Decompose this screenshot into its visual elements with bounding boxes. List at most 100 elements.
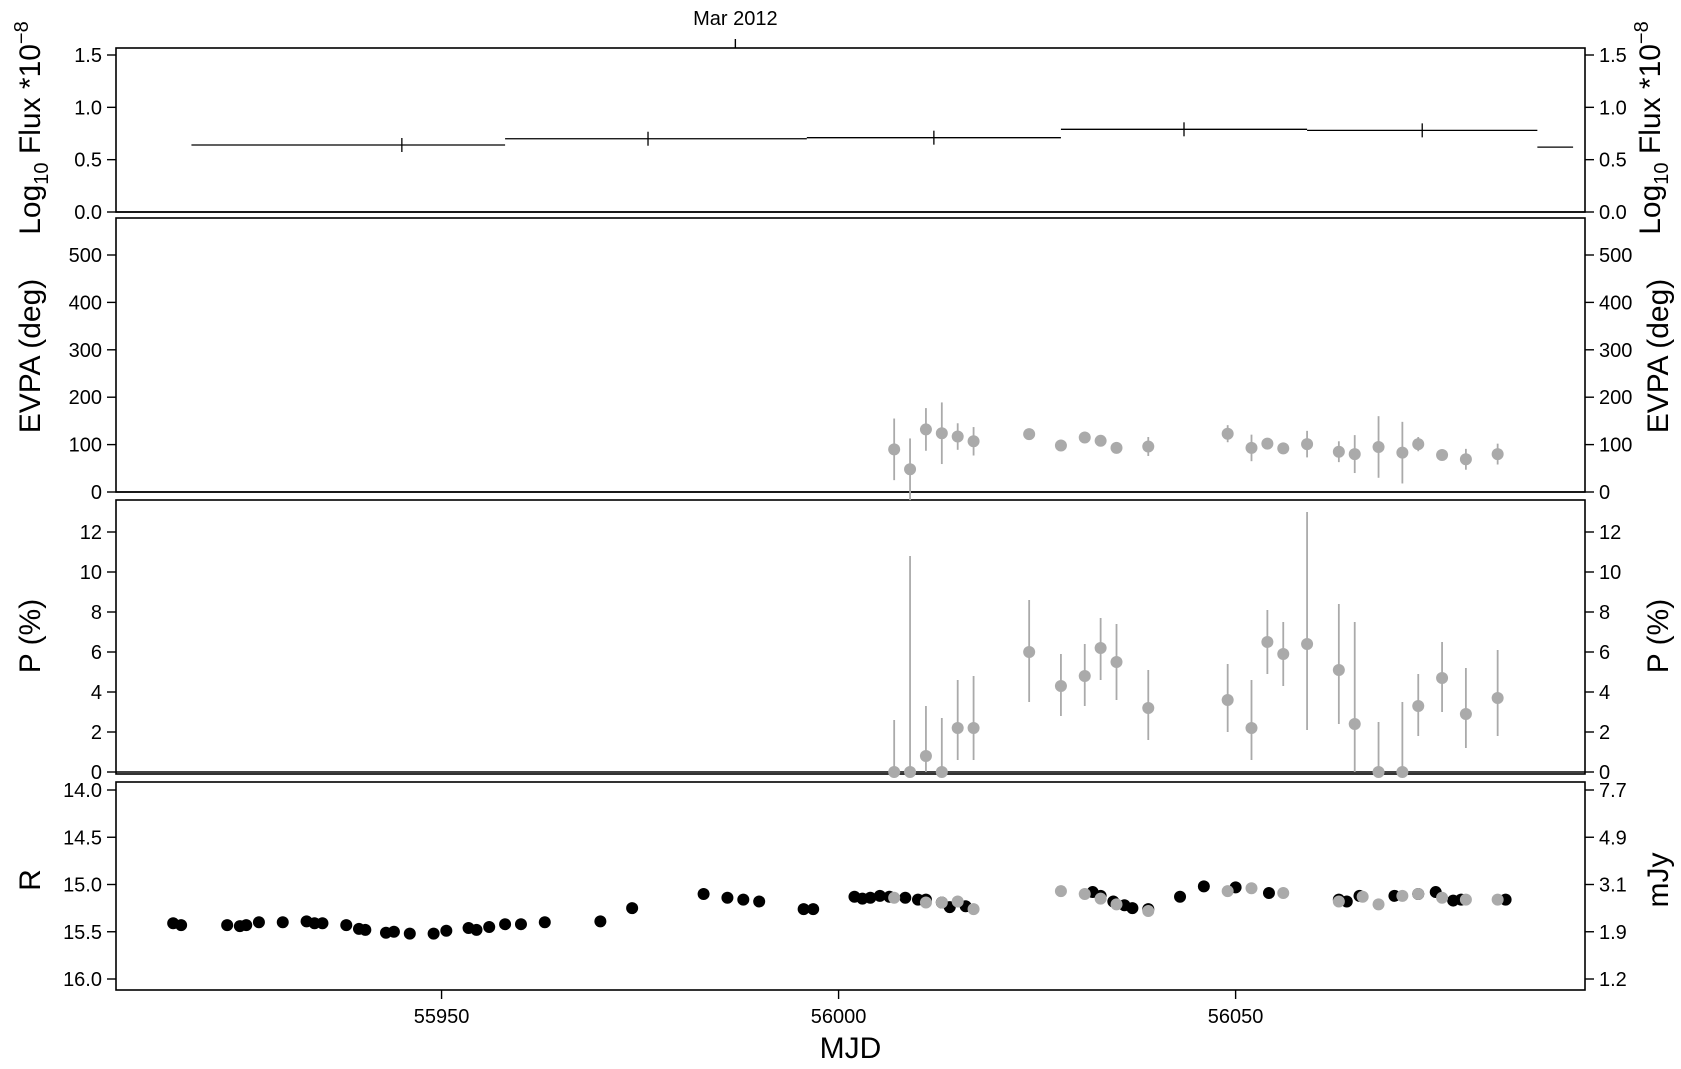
magnitude-point-gray bbox=[1245, 882, 1258, 895]
magnitude-point-black bbox=[440, 924, 453, 937]
polarization-point bbox=[1094, 642, 1107, 654]
y-tick-label-left: 0 bbox=[91, 762, 102, 784]
y-tick-label-right: 1.5 bbox=[1599, 45, 1627, 67]
magnitude-point-black bbox=[252, 916, 265, 929]
y-tick-label-left: 100 bbox=[69, 435, 102, 457]
magnitude-point-black bbox=[221, 919, 234, 932]
evpa-point bbox=[1110, 441, 1123, 454]
magnitude-point-gray bbox=[1332, 895, 1345, 908]
evpa-point bbox=[1261, 437, 1274, 450]
magnitude-point-gray bbox=[1142, 904, 1155, 917]
y-tick-label-right: 500 bbox=[1599, 245, 1632, 267]
magnitude-point-gray bbox=[919, 896, 932, 909]
evpa-point bbox=[1396, 446, 1409, 459]
magnitude-point-black bbox=[864, 891, 877, 904]
y-tick-label-right: 6 bbox=[1599, 642, 1610, 664]
magnitude-point-black bbox=[899, 891, 912, 904]
y-tick-label-left: 4 bbox=[91, 682, 102, 704]
polarization-point bbox=[1491, 692, 1504, 704]
magnitude-y-label-left: R bbox=[14, 869, 47, 891]
y-tick-label-left: 1.0 bbox=[74, 97, 102, 119]
y-tick-label-right: 1.2 bbox=[1599, 969, 1627, 991]
magnitude-point-black bbox=[359, 923, 372, 936]
y-tick-label-right: 300 bbox=[1599, 340, 1632, 362]
evpa-point bbox=[1245, 441, 1258, 454]
y-tick-label-left: 15.0 bbox=[63, 875, 102, 897]
evpa-point bbox=[951, 430, 964, 443]
y-tick-label-right: 2 bbox=[1599, 722, 1610, 744]
top-axis-label: Mar 2012 bbox=[693, 8, 778, 30]
polarization-point bbox=[1372, 766, 1385, 778]
y-tick-label-right: 0.0 bbox=[1599, 202, 1627, 224]
magnitude-point-black bbox=[403, 927, 416, 940]
evpa-point bbox=[1412, 438, 1425, 451]
magnitude-point-black bbox=[873, 889, 886, 902]
y-tick-label-left: 0.5 bbox=[74, 150, 102, 172]
magnitude-point-gray bbox=[1078, 887, 1091, 900]
polarization-point bbox=[1245, 722, 1258, 734]
magnitude-point-gray bbox=[1459, 893, 1472, 906]
y-tick-label-right: 4 bbox=[1599, 682, 1610, 704]
polarization-point bbox=[904, 766, 917, 778]
magnitude-point-black bbox=[721, 891, 734, 904]
polarization-point bbox=[1332, 664, 1345, 676]
evpa-point bbox=[1277, 442, 1290, 455]
polarization-point bbox=[1412, 700, 1425, 712]
panel-frame-evpa bbox=[115, 217, 1586, 493]
polarization-y-label-left: P (%) bbox=[14, 599, 47, 673]
magnitude-point-gray bbox=[1396, 889, 1409, 902]
y-tick-label-right: 4.9 bbox=[1599, 827, 1627, 849]
polarization-point bbox=[1277, 648, 1290, 660]
y-tick-label-left: 300 bbox=[69, 340, 102, 362]
flux-y-label-left: Log10 Flux *10−8 bbox=[11, 21, 53, 235]
y-tick-label-right: 400 bbox=[1599, 292, 1632, 314]
magnitude-point-black bbox=[594, 915, 607, 928]
y-tick-label-right: 100 bbox=[1599, 435, 1632, 457]
y-tick-label-left: 8 bbox=[91, 602, 102, 624]
magnitude-point-gray bbox=[1110, 898, 1123, 911]
y-tick-label-right: 7.7 bbox=[1599, 780, 1627, 802]
evpa-point bbox=[1301, 438, 1314, 451]
polarization-point bbox=[1221, 694, 1234, 706]
magnitude-point-gray bbox=[1094, 892, 1107, 905]
flux-density-y-label-right: mJy bbox=[1642, 853, 1675, 908]
y-tick-label-right: 0 bbox=[1599, 762, 1610, 784]
polarization-point bbox=[951, 722, 964, 734]
y-tick-label-right: 200 bbox=[1599, 387, 1632, 409]
evpa-point bbox=[967, 435, 980, 448]
magnitude-point-black bbox=[470, 923, 483, 936]
polarization-y-label-right: P (%) bbox=[1642, 599, 1675, 673]
magnitude-point-black bbox=[240, 919, 253, 932]
y-tick-label-right: 1.9 bbox=[1599, 922, 1627, 944]
y-tick-label-right: 1.0 bbox=[1599, 97, 1627, 119]
polarization-point bbox=[1348, 718, 1361, 730]
polarization-point bbox=[1436, 672, 1449, 684]
evpa-y-label-right: EVPA (deg) bbox=[1642, 279, 1675, 434]
magnitude-point-black bbox=[1126, 902, 1139, 915]
evpa-point bbox=[1078, 431, 1091, 444]
magnitude-point-black bbox=[427, 927, 440, 940]
x-tick-label: 56050 bbox=[1208, 1006, 1264, 1028]
y-tick-label-left: 400 bbox=[69, 292, 102, 314]
y-tick-label-left: 14.5 bbox=[63, 827, 102, 849]
y-tick-label-right: 0.5 bbox=[1599, 150, 1627, 172]
magnitude-point-black bbox=[1197, 880, 1210, 893]
y-tick-label-left: 500 bbox=[69, 245, 102, 267]
y-tick-label-right: 0 bbox=[1599, 482, 1610, 504]
magnitude-point-black bbox=[807, 903, 820, 916]
polarization-point bbox=[919, 750, 932, 762]
magnitude-point-gray bbox=[967, 903, 980, 916]
magnitude-point-gray bbox=[935, 896, 948, 909]
evpa-point bbox=[1094, 434, 1107, 447]
evpa-point bbox=[919, 423, 932, 436]
evpa-point bbox=[1491, 448, 1504, 461]
polarization-point bbox=[1459, 708, 1472, 720]
y-tick-label-left: 200 bbox=[69, 387, 102, 409]
magnitude-point-gray bbox=[1436, 891, 1449, 904]
y-tick-label-right: 12 bbox=[1599, 522, 1621, 544]
polarization-point bbox=[888, 766, 901, 778]
y-tick-label-left: 6 bbox=[91, 642, 102, 664]
y-tick-label-right: 3.1 bbox=[1599, 875, 1627, 897]
polarization-point bbox=[1110, 656, 1123, 668]
